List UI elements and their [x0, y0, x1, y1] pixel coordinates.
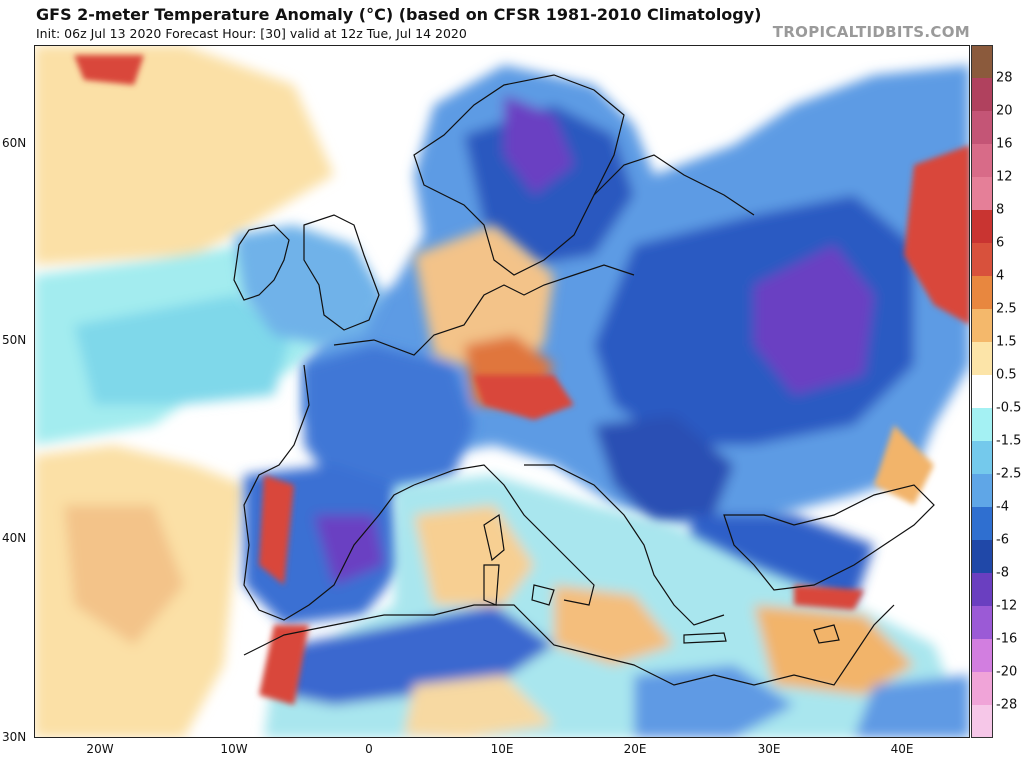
colorbar-label: 12	[996, 169, 1013, 185]
colorbar-label: 2.5	[996, 301, 1017, 317]
lon-label-20w: 20W	[86, 742, 114, 756]
colorbar-swatch	[971, 507, 993, 541]
colorbar-label: 0.5	[996, 367, 1017, 383]
colorbar-label: -20	[996, 664, 1018, 680]
colorbar-label: 4	[996, 268, 1005, 284]
lon-label-10e: 10E	[490, 742, 514, 756]
colorbar-label: -28	[996, 697, 1018, 713]
colorbar-label: 28	[996, 70, 1013, 86]
colorbar-label: 6	[996, 235, 1005, 251]
colorbar-label: -2.5	[996, 466, 1022, 482]
lon-label-10w: 10W	[220, 742, 248, 756]
colorbar-swatch	[971, 639, 993, 673]
colorbar-swatch	[971, 375, 993, 409]
colorbar-swatch	[971, 573, 993, 607]
colorbar-swatch	[971, 540, 993, 574]
colorbar-swatch	[971, 111, 993, 145]
lon-label-0: 0	[365, 742, 373, 756]
colorbar-swatch	[971, 45, 993, 79]
colorbar-swatch	[971, 210, 993, 244]
colorbar-swatch	[971, 243, 993, 277]
colorbar-swatch	[971, 408, 993, 442]
forecast-info: Init: 06z Jul 13 2020 Forecast Hour: [30…	[36, 26, 467, 41]
colorbar-swatch	[971, 78, 993, 112]
colorbar-label: -8	[996, 565, 1009, 581]
map-title: GFS 2-meter Temperature Anomaly (°C) (ba…	[36, 5, 762, 24]
map-frame	[34, 45, 970, 738]
western-europe-anomaly	[234, 225, 554, 625]
lat-label-50n: 50N	[2, 333, 27, 347]
colorbar-label: 16	[996, 136, 1013, 152]
colorbar-swatch	[971, 144, 993, 178]
colorbar	[971, 45, 993, 738]
colorbar-label: -4	[996, 499, 1009, 515]
colorbar-label: 1.5	[996, 334, 1017, 350]
colorbar-swatch	[971, 276, 993, 310]
colorbar-swatch	[971, 441, 993, 475]
colorbar-swatch	[971, 606, 993, 640]
colorbar-swatch	[971, 672, 993, 706]
warm-anomaly-spots	[74, 55, 970, 705]
colorbar-label: -16	[996, 631, 1018, 647]
colorbar-swatch	[971, 474, 993, 508]
mediterranean-anomaly	[264, 475, 970, 738]
colorbar-swatch	[971, 342, 993, 376]
lon-label-30e: 30E	[757, 742, 781, 756]
lat-label-60n: 60N	[2, 136, 27, 150]
colorbar-swatch	[971, 705, 993, 738]
lon-label-20e: 20E	[623, 742, 647, 756]
lat-label-40n: 40N	[2, 531, 27, 545]
anomaly-map	[34, 45, 970, 738]
coastlines	[233, 74, 935, 686]
colorbar-label: -0.5	[996, 400, 1022, 416]
lat-label-30n: 30N	[2, 730, 27, 744]
colorbar-label: -12	[996, 598, 1018, 614]
lon-label-40e: 40E	[890, 742, 914, 756]
colorbar-outline	[971, 45, 993, 738]
credit-watermark: TROPICALTIDBITS.COM	[772, 23, 970, 41]
colorbar-label: -6	[996, 532, 1009, 548]
colorbar-swatch	[971, 177, 993, 211]
colorbar-label: 20	[996, 103, 1013, 119]
colorbar-label: 8	[996, 202, 1005, 218]
colorbar-swatch	[971, 309, 993, 343]
colorbar-label: -1.5	[996, 433, 1022, 449]
